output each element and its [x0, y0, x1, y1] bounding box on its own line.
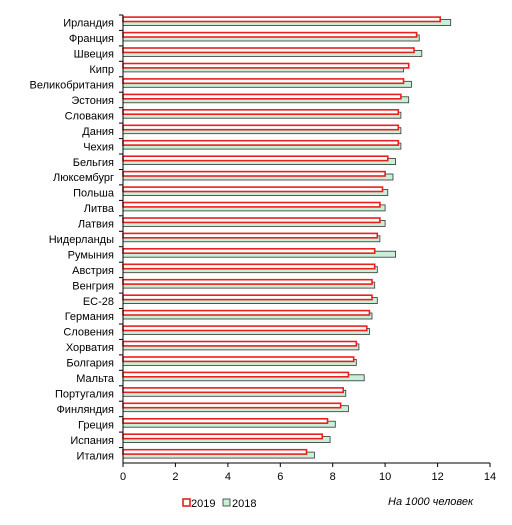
- bar-2019-29: [122, 448, 308, 455]
- bar-2019-19: [122, 294, 373, 301]
- legend-label-2019: 2019: [191, 498, 215, 510]
- bar-2019-16: [122, 248, 376, 255]
- category-label-16: Румыния: [68, 249, 114, 261]
- legend: 2019 2018: [182, 498, 256, 510]
- bar-2019-3: [122, 47, 415, 54]
- x-tick-label-10: 10: [379, 471, 391, 483]
- category-label-23: Болгария: [66, 358, 114, 370]
- bar-2019-5: [122, 78, 405, 85]
- category-label-22: Хорватия: [66, 342, 114, 354]
- category-label-19: ЕС-28: [83, 296, 114, 308]
- bar-2019-18: [122, 278, 373, 285]
- legend-label-2018: 2018: [232, 498, 256, 510]
- bar-2019-20: [122, 309, 371, 316]
- legend-swatch-2019: [182, 498, 191, 507]
- category-label-3: Швеция: [74, 49, 114, 61]
- bar-2019-9: [122, 139, 400, 146]
- category-label-10: Бельгия: [73, 157, 114, 169]
- bar-2019-14: [122, 217, 381, 224]
- x-tick-label-0: 0: [120, 471, 126, 483]
- category-label-20: Германия: [65, 311, 114, 323]
- category-label-28: Испания: [70, 435, 114, 447]
- bar-2019-6: [122, 93, 402, 100]
- bar-2019-11: [122, 170, 386, 177]
- x-tick-label-14: 14: [484, 471, 496, 483]
- bar-2019-13: [122, 201, 381, 208]
- category-label-14: Латвия: [78, 219, 114, 231]
- x-tick-label-12: 12: [431, 471, 443, 483]
- bar-2019-8: [122, 124, 400, 131]
- category-label-17: Австрия: [72, 265, 114, 277]
- bar-2019-10: [122, 155, 389, 162]
- bar-2019-4: [122, 62, 410, 69]
- category-label-6: Эстония: [71, 95, 114, 107]
- category-label-15: Нидерланды: [49, 234, 114, 246]
- category-label-21: Словения: [63, 327, 114, 339]
- bar-2019-12: [122, 186, 384, 193]
- bar-2019-28: [122, 433, 323, 440]
- x-tick-label-6: 6: [277, 471, 283, 483]
- category-label-8: Дания: [82, 126, 114, 138]
- x-tick-label-8: 8: [330, 471, 336, 483]
- x-tick-label-4: 4: [225, 471, 231, 483]
- unit-note: На 1000 человек: [388, 496, 474, 508]
- legend-swatch-2018: [222, 498, 231, 507]
- category-label-29: Италия: [77, 450, 115, 462]
- category-labels: Ирландия Франция Швеция Кипр Великобритания Э…: [30, 18, 115, 463]
- x-tick-label-2: 2: [172, 471, 178, 483]
- category-label-18: Венгрия: [72, 280, 114, 292]
- bar-2019-25: [122, 387, 344, 394]
- bar-2019-1: [122, 16, 442, 23]
- bar-2019-7: [122, 109, 400, 116]
- category-label-5: Великобритания: [30, 80, 115, 92]
- bar-2019-2: [122, 31, 418, 38]
- category-label-11: Люксембург: [53, 172, 114, 184]
- bar-2019-15: [122, 232, 379, 239]
- category-label-9: Чехия: [83, 141, 114, 153]
- x-axis: 0 2 4 6 8 10 12 14: [119, 14, 496, 483]
- bar-2019-27: [122, 417, 329, 424]
- category-label-13: Литва: [84, 203, 115, 215]
- category-label-24: Мальта: [76, 373, 115, 385]
- bar-2019-24: [122, 371, 350, 378]
- bars-group: [122, 16, 452, 459]
- category-label-4: Кипр: [89, 64, 114, 76]
- category-label-12: Польша: [73, 188, 115, 200]
- category-label-26: Финляндия: [56, 404, 114, 416]
- bar-2019-17: [122, 263, 376, 270]
- category-label-2: Франция: [69, 33, 114, 45]
- category-label-7: Словакия: [65, 110, 114, 122]
- bar-2019-22: [122, 340, 358, 347]
- category-label-1: Ирландия: [63, 18, 114, 30]
- category-label-25: Португалия: [55, 389, 114, 401]
- bar-2019-23: [122, 356, 355, 363]
- bar-2019-21: [122, 325, 368, 332]
- bar-2019-26: [122, 402, 342, 409]
- category-label-27: Греция: [78, 419, 114, 431]
